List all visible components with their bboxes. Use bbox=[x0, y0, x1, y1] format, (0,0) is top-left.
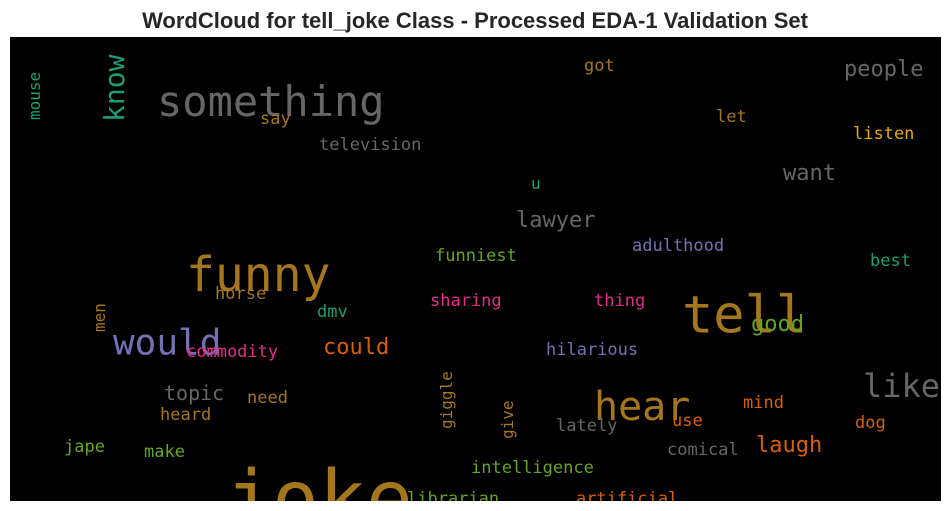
wordcloud-svg: joke funny tell something hear would like know p… bbox=[25, 54, 940, 501]
word-hilarious: hilarious bbox=[546, 340, 638, 360]
chart-title: WordCloud for tell_joke Class - Processe… bbox=[142, 8, 808, 33]
word-funny: funny bbox=[186, 247, 331, 303]
word-give: give bbox=[498, 400, 517, 439]
wordcloud-canvas: joke funny tell something hear would like know p… bbox=[10, 37, 941, 501]
word-sharing: sharing bbox=[430, 291, 502, 311]
word-could: could bbox=[323, 335, 389, 360]
word-u: u bbox=[531, 174, 541, 193]
word-something: something bbox=[157, 77, 385, 126]
word-hear: hear bbox=[594, 384, 690, 430]
word-thing: thing bbox=[594, 291, 645, 311]
word-lawyer: lawyer bbox=[516, 208, 595, 233]
word-dmv: dmv bbox=[317, 302, 348, 322]
word-want: want bbox=[783, 161, 836, 186]
word-joke: joke bbox=[225, 455, 413, 501]
word-horse: horse bbox=[215, 284, 266, 304]
word-like: like bbox=[863, 367, 940, 405]
word-jape: jape bbox=[64, 437, 105, 457]
word-say: say bbox=[260, 109, 291, 129]
word-dog: dog bbox=[855, 413, 886, 433]
word-mind: mind bbox=[743, 393, 784, 413]
word-people: people bbox=[844, 57, 923, 82]
word-heard: heard bbox=[160, 405, 211, 425]
word-funniest: funniest bbox=[435, 246, 517, 266]
word-artificial: artificial bbox=[576, 489, 678, 501]
word-let: let bbox=[716, 107, 747, 127]
word-librarian: librarian bbox=[407, 489, 499, 501]
word-make: make bbox=[144, 442, 185, 462]
word-use: use bbox=[672, 411, 703, 431]
word-would: would bbox=[113, 323, 221, 364]
word-know: know bbox=[98, 54, 131, 122]
word-mouse: mouse bbox=[25, 72, 44, 120]
word-men: men bbox=[90, 303, 109, 332]
word-comical: comical bbox=[667, 440, 739, 460]
word-giggle: giggle bbox=[437, 371, 456, 429]
word-listen: listen bbox=[853, 124, 914, 144]
word-laugh: laugh bbox=[756, 433, 822, 458]
word-tell: tell bbox=[682, 286, 807, 346]
word-adulthood: adulthood bbox=[632, 236, 724, 256]
word-lately: lately bbox=[556, 416, 617, 436]
word-topic: topic bbox=[164, 381, 224, 405]
word-good: good bbox=[751, 312, 804, 337]
word-commodity: commodity bbox=[186, 342, 278, 362]
word-got: got bbox=[584, 56, 615, 76]
word-intelligence: intelligence bbox=[471, 458, 594, 478]
word-television: television bbox=[319, 135, 421, 155]
word-best: best bbox=[870, 251, 911, 271]
word-need: need bbox=[247, 388, 288, 408]
